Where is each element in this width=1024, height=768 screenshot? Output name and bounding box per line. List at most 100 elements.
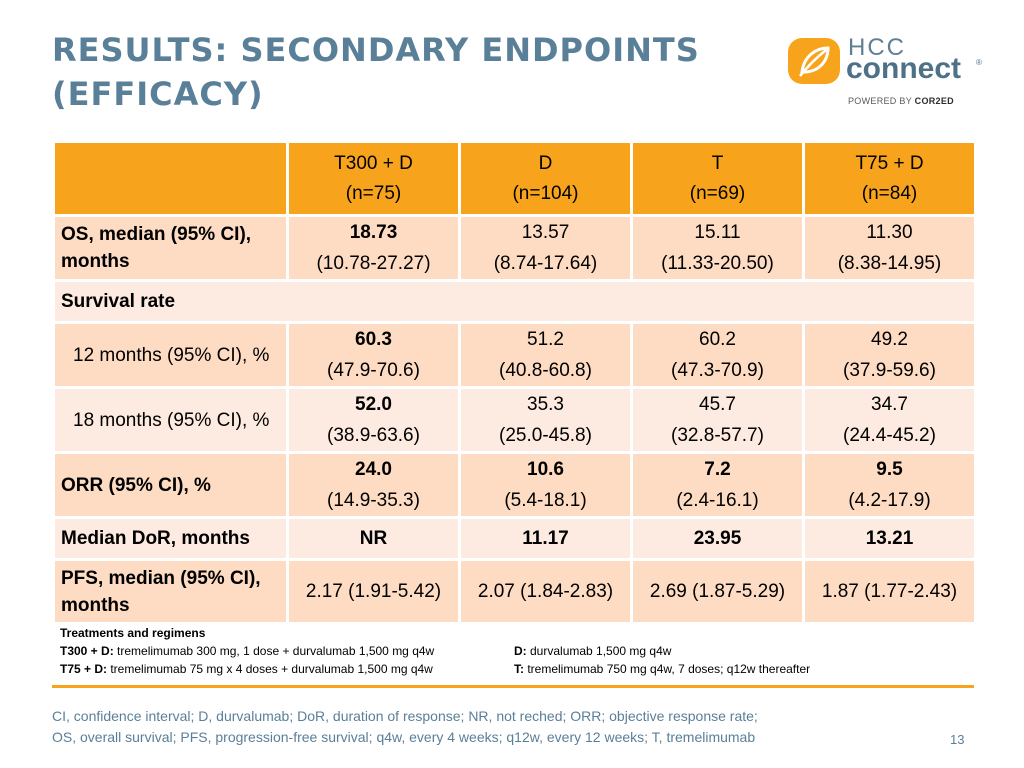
column-header-t300-d: T300 + D (n=75) — [286, 140, 461, 217]
column-n: (n=84) — [861, 182, 918, 204]
cell-ci: (25.0-45.8) — [499, 425, 592, 446]
row-label: 12 months (95% CI), % — [52, 321, 289, 389]
cell-value: 10.6 — [527, 459, 564, 480]
cell-ci: (24.4-45.2) — [843, 425, 936, 446]
cell-ci: (10.78-27.27) — [316, 253, 431, 274]
table-cell: 45.7 (32.8-57.7) — [630, 386, 805, 454]
table-cell: 11.17 — [458, 516, 633, 561]
cell-ci: (5.4-18.1) — [504, 490, 587, 511]
table-cell: 60.2 (47.3-70.9) — [630, 321, 805, 389]
cell-ci: (32.8-57.7) — [671, 425, 764, 446]
cell-value: 49.2 — [871, 329, 908, 350]
table-cell: 13.21 — [802, 516, 977, 561]
logo-registered-mark: ® — [976, 58, 982, 67]
cell-value: 51.2 — [527, 329, 564, 350]
treatment-text: durvalumab 1,500 mg q4w — [526, 644, 672, 658]
cell-ci: (40.8-60.8) — [499, 360, 592, 381]
table-cell: 51.2 (40.8-60.8) — [458, 321, 633, 389]
treatment-text: tremelimumab 750 mg q4w, 7 doses; q12w t… — [524, 662, 811, 676]
table-cell: 13.57 (8.74-17.64) — [458, 214, 633, 282]
logo-powered-brand: COR2ED — [914, 96, 954, 106]
table-cell: 60.3 (47.9-70.6) — [286, 321, 461, 389]
column-name: T75 + D — [855, 152, 924, 174]
table-cell: 2.69 (1.87-5.29) — [630, 558, 805, 625]
treatments-heading: Treatments and regimens — [60, 626, 206, 640]
table-header-row: T300 + D (n=75) D (n=104) T (n=69) T75 +… — [52, 140, 977, 217]
treatment-item: T: tremelimumab 750 mg q4w, 7 doses; q12… — [514, 660, 810, 678]
column-name: T300 + D — [334, 152, 413, 174]
cell-value: 34.7 — [871, 394, 908, 415]
cell-value: 18.73 — [349, 222, 398, 243]
cell-ci: (8.38-14.95) — [837, 253, 942, 274]
table-cell: 2.07 (1.84-2.83) — [458, 558, 633, 625]
table-row-18-months: 18 months (95% CI), % 52.0 (38.9-63.6) 35… — [52, 386, 977, 454]
table-cell: 7.2 (2.4-16.1) — [630, 451, 805, 519]
table-cell: 35.3 (25.0-45.8) — [458, 386, 633, 454]
hcc-connect-logo: HCC connect ® POWERED BY COR2ED — [788, 34, 988, 116]
cell-ci: (47.3-70.9) — [671, 360, 764, 381]
column-header-d: D (n=104) — [458, 140, 633, 217]
treatment-key: T: — [514, 662, 524, 676]
row-label: 18 months (95% CI), % — [52, 386, 289, 454]
cell-ci: (37.9-59.6) — [843, 360, 936, 381]
treatment-key: T75 + D: — [60, 662, 108, 676]
page-title-line-1: RESULTS: SECONDARY ENDPOINTS — [52, 31, 700, 69]
column-header-t: T (n=69) — [630, 140, 805, 217]
table-cell: 10.6 (5.4-18.1) — [458, 451, 633, 519]
logo-powered-by: POWERED BY COR2ED — [848, 96, 954, 106]
table-cell: 52.0 (38.9-63.6) — [286, 386, 461, 454]
cell-value: 60.2 — [699, 329, 736, 350]
page-number: 13 — [950, 732, 965, 747]
abbreviations-line-1: CI, confidence interval; D, durvalumab; … — [52, 708, 758, 724]
table-row-median-dor: Median DoR, months NR 11.17 23.95 13.21 — [52, 516, 977, 561]
table-row-orr: ORR (95% CI), % 24.0 (14.9-35.3) 10.6 (5.4… — [52, 451, 977, 519]
abbreviations-text: CI, confidence interval; D, durvalumab; … — [52, 706, 912, 748]
cell-value: 24.0 — [355, 459, 392, 480]
cell-value: 13.57 — [521, 222, 570, 243]
cell-value: 15.11 — [694, 222, 741, 243]
cell-ci: (38.9-63.6) — [327, 425, 420, 446]
table-row-12-months: 12 months (95% CI), % 60.3 (47.9-70.6) 51… — [52, 321, 977, 389]
table-cell: 23.95 — [630, 516, 805, 561]
row-label: ORR (95% CI), % — [52, 451, 289, 519]
column-n: (n=69) — [689, 182, 746, 204]
cell-value: 7.2 — [704, 459, 731, 480]
row-label: Survival rate — [52, 279, 977, 324]
cell-ci: (4.2-17.9) — [848, 490, 931, 511]
table-cell: 49.2 (37.9-59.6) — [802, 321, 977, 389]
page-title-line-2: (EFFICACY) — [52, 75, 264, 113]
cell-ci: (2.4-16.1) — [676, 490, 759, 511]
treatments-line-2: T75 + D: tremelimumab 75 mg x 4 doses + … — [60, 660, 970, 678]
table-cell: 9.5 (4.2-17.9) — [802, 451, 977, 519]
page-title: RESULTS: SECONDARY ENDPOINTS (EFFICACY) — [52, 28, 732, 116]
table-row-survival-rate: Survival rate — [52, 279, 977, 324]
table-cell: 34.7 (24.4-45.2) — [802, 386, 977, 454]
table-cell: 1.87 (1.77-2.43) — [802, 558, 977, 625]
row-label: OS, median (95% CI), months — [52, 214, 289, 282]
table-cell: 24.0 (14.9-35.3) — [286, 451, 461, 519]
column-header-t75-d: T75 + D (n=84) — [802, 140, 977, 217]
efficacy-results-table: T300 + D (n=75) D (n=104) T (n=69) T75 +… — [52, 140, 977, 625]
logo-hcc-text: HCC — [848, 34, 906, 61]
cell-value: 60.3 — [355, 329, 392, 350]
footer-divider — [52, 685, 974, 688]
table-cell: 15.11 (11.33-20.50) — [630, 214, 805, 282]
treatments-line-1: T300 + D: tremelimumab 300 mg, 1 dose + … — [60, 642, 970, 660]
logo-badge-icon — [788, 38, 840, 84]
logo-powered-prefix: POWERED BY — [848, 96, 915, 106]
column-n: (n=75) — [345, 182, 402, 204]
column-name: D — [538, 152, 553, 174]
leaf-icon — [799, 46, 830, 77]
logo-connect-text: connect — [846, 52, 962, 85]
table-row-pfs: PFS, median (95% CI), months 2.17 (1.91-… — [52, 558, 977, 625]
table-cell: 11.30 (8.38-14.95) — [802, 214, 977, 282]
cell-ci: (14.9-35.3) — [327, 490, 420, 511]
cell-ci: (8.74-17.64) — [493, 253, 598, 274]
cell-ci: (47.9-70.6) — [327, 360, 420, 381]
column-name: T — [711, 152, 724, 174]
treatment-item: D: durvalumab 1,500 mg q4w — [514, 642, 671, 660]
treatment-item: T300 + D: tremelimumab 300 mg, 1 dose + … — [60, 644, 434, 658]
table-cell: 18.73 (10.78-27.27) — [286, 214, 461, 282]
treatment-key: D: — [514, 644, 527, 658]
table-cell: NR — [286, 516, 461, 561]
